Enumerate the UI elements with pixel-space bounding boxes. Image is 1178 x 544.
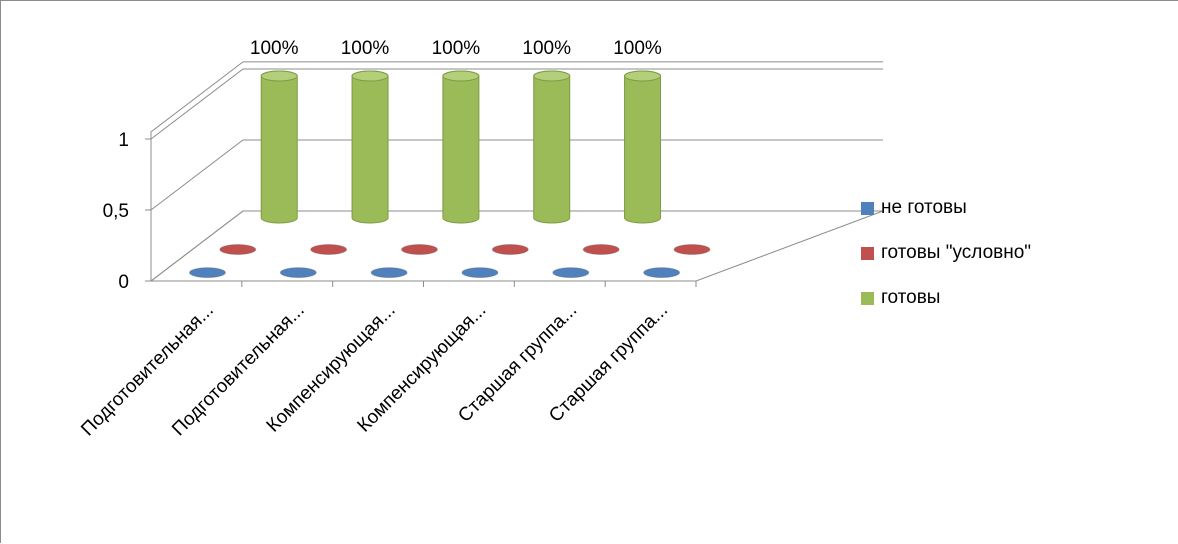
legend-label-ready: готовы: [881, 287, 941, 308]
bar-cylinder: [351, 70, 389, 224]
bar-zero-disc: [582, 244, 620, 255]
bar-cylinder: [442, 70, 480, 224]
gridline: [150, 210, 883, 282]
legend-swatch-ready: [861, 291, 874, 305]
bar-zero-disc: [400, 244, 438, 255]
legend-item-ready: готовы: [861, 286, 1031, 310]
legend-swatch-not-ready: [861, 201, 874, 215]
bar-zero-disc: [552, 267, 590, 279]
chart-side-wall: [150, 61, 244, 281]
legend-item-conditionally-ready: готовы "условно": [861, 241, 1031, 265]
bar-zero-disc: [461, 267, 499, 279]
gridline: [150, 139, 883, 211]
y-tick-label: 0,5: [103, 201, 129, 222]
legend-swatch-conditionally-ready: [861, 246, 874, 260]
bar-zero-disc: [673, 244, 711, 255]
bar-cylinder: [533, 70, 571, 224]
bar-zero-disc: [188, 267, 226, 279]
data-label: 100%: [432, 38, 481, 59]
data-label: 100%: [522, 38, 571, 59]
bar-cylinder-top: [442, 70, 480, 82]
bar-zero-disc: [279, 267, 317, 279]
bar-cylinder-top: [351, 70, 389, 82]
bar-zero-disc: [310, 244, 348, 255]
y-tick-label: 1: [118, 130, 129, 151]
legend-item-not-ready: не готовы: [861, 196, 1031, 220]
bar-cylinder: [260, 70, 298, 224]
data-label: 100%: [250, 38, 299, 59]
bar-zero-disc: [491, 244, 529, 255]
bar-cylinder: [624, 70, 662, 224]
bar-zero-disc: [219, 244, 257, 255]
bar-zero-disc: [370, 267, 408, 279]
chart-legend: не готовы готовы "условно" готовы: [861, 196, 1031, 331]
legend-label-not-ready: не готовы: [881, 197, 967, 218]
gridline: [150, 68, 883, 140]
bar-cylinder-top: [533, 70, 571, 82]
bar-cylinder-top: [260, 70, 298, 82]
data-label: 100%: [341, 38, 390, 59]
bar-zero-disc: [643, 267, 681, 279]
y-tick-label: 0: [118, 272, 129, 293]
data-label: 100%: [613, 38, 662, 59]
legend-label-conditionally-ready: готовы "условно": [881, 242, 1032, 263]
bar-cylinder-top: [624, 70, 662, 82]
